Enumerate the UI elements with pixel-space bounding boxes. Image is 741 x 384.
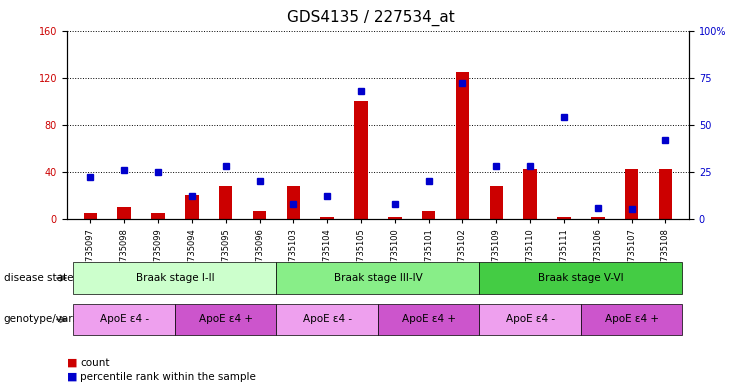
Bar: [320, 217, 334, 219]
Text: Braak stage III-IV: Braak stage III-IV: [333, 273, 422, 283]
Text: genotype/variation: genotype/variation: [4, 314, 103, 324]
Text: ApoE ε4 +: ApoE ε4 +: [605, 314, 659, 324]
Bar: [422, 211, 436, 219]
Text: ApoE ε4 -: ApoE ε4 -: [99, 314, 149, 324]
Bar: [117, 207, 131, 219]
Bar: [523, 169, 537, 219]
Bar: [388, 217, 402, 219]
Text: ■: ■: [67, 358, 77, 368]
Bar: [253, 211, 266, 219]
Bar: [456, 72, 469, 219]
Text: disease state: disease state: [4, 273, 73, 283]
Bar: [625, 169, 639, 219]
Text: Braak stage I-II: Braak stage I-II: [136, 273, 214, 283]
Text: Braak stage V-VI: Braak stage V-VI: [538, 273, 624, 283]
Bar: [354, 101, 368, 219]
Text: count: count: [80, 358, 110, 368]
Bar: [219, 186, 233, 219]
Bar: [490, 186, 503, 219]
Text: ApoE ε4 -: ApoE ε4 -: [302, 314, 352, 324]
Bar: [659, 169, 672, 219]
Bar: [591, 217, 605, 219]
Bar: [185, 195, 199, 219]
Text: ApoE ε4 +: ApoE ε4 +: [402, 314, 456, 324]
Text: ApoE ε4 -: ApoE ε4 -: [505, 314, 555, 324]
Text: ■: ■: [67, 372, 77, 382]
Bar: [287, 186, 300, 219]
Bar: [151, 213, 165, 219]
Text: ApoE ε4 +: ApoE ε4 +: [199, 314, 253, 324]
Bar: [84, 213, 97, 219]
Bar: [557, 217, 571, 219]
Text: percentile rank within the sample: percentile rank within the sample: [80, 372, 256, 382]
Text: GDS4135 / 227534_at: GDS4135 / 227534_at: [287, 10, 454, 26]
